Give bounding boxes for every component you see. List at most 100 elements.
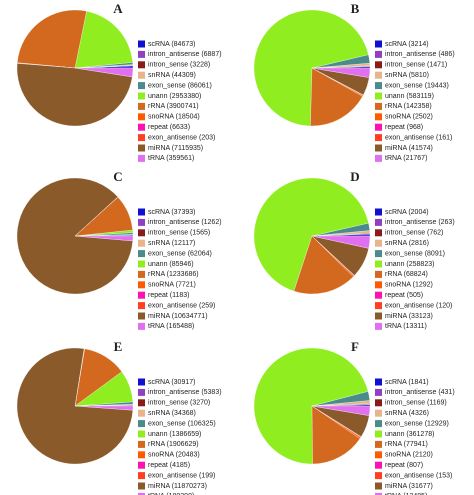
legend-swatch [138, 71, 145, 79]
pie-slice [311, 235, 371, 249]
legend-swatch [138, 461, 145, 469]
legend-swatch [375, 302, 382, 310]
legend-swatch [375, 440, 382, 448]
legend-label: tRNA (21767) [385, 155, 427, 162]
legend-label: unann (583119) [385, 93, 434, 100]
legend-swatch [375, 40, 382, 48]
legend-swatch [375, 260, 382, 268]
legend-label: rRNA (3900741) [148, 103, 199, 110]
legend-label: unann (258823) [385, 261, 434, 268]
legend-swatch [375, 102, 382, 110]
pie-slice [310, 67, 363, 127]
legend-label: snoRNA (20483) [148, 452, 200, 459]
legend-label: miRNA (31677) [385, 483, 433, 490]
legend-swatch [138, 113, 145, 121]
pie-slice [253, 177, 369, 292]
legend-swatch [375, 291, 382, 299]
legend-swatch [138, 50, 145, 58]
legend-label: exon_antisense (120) [385, 302, 452, 309]
legend-label: repeat (4185) [148, 462, 190, 469]
legend-label: snoRNA (7721) [148, 282, 196, 289]
legend-swatch [375, 123, 382, 131]
pie-slice [74, 67, 134, 78]
pie-slice [253, 9, 369, 127]
legend-label: scRNA (84673) [148, 41, 195, 48]
legend-label: exon_sense (8091) [385, 250, 445, 257]
legend-label: snoRNA (18504) [148, 114, 200, 121]
legend-label: tRNA (13485) [385, 493, 427, 495]
panel-label: D [350, 169, 359, 184]
pie-slice [311, 67, 371, 78]
legend-swatch [375, 208, 382, 216]
legend-swatch [138, 144, 145, 152]
panel-label: B [351, 1, 360, 16]
legend-swatch [375, 239, 382, 247]
legend-label: intron_sense (3270) [148, 400, 210, 407]
legend-swatch [375, 461, 382, 469]
pie-slice [16, 177, 133, 295]
legend-label: snoRNA (2120) [385, 452, 433, 459]
legend-swatch [138, 291, 145, 299]
legend-swatch [138, 102, 145, 110]
legend-swatch [375, 113, 382, 121]
pie-slice [17, 9, 87, 69]
legend-label: unann (1386659) [148, 431, 201, 438]
legend-swatch [138, 229, 145, 237]
legend-label: miRNA (33123) [385, 313, 433, 320]
legend-label: exon_antisense (259) [148, 302, 215, 309]
legend-label: exon_sense (86061) [148, 82, 212, 89]
legend-label: intron_antisense (263) [385, 219, 455, 226]
legend-label: repeat (807) [385, 462, 423, 469]
legend-swatch [138, 322, 145, 330]
panel-label: E [114, 339, 123, 354]
legend-label: repeat (968) [385, 124, 423, 131]
legend-swatch [375, 420, 382, 428]
legend-label: intron_antisense (5383) [148, 389, 222, 396]
legend-label: exon_sense (62064) [148, 250, 212, 257]
legend-label: snRNA (2816) [385, 240, 429, 247]
legend-label: repeat (6633) [148, 124, 190, 131]
legend-label: tRNA (359561) [148, 155, 194, 162]
legend-swatch [375, 270, 382, 278]
legend-label: rRNA (68824) [385, 271, 428, 278]
pie-slice [253, 347, 369, 465]
legend-swatch [375, 388, 382, 396]
legend-swatch [138, 123, 145, 131]
legend-label: repeat (1183) [148, 292, 190, 299]
legend-label: exon_sense (12929) [385, 420, 449, 427]
legend-label: exon_sense (19443) [385, 82, 449, 89]
legend-label: snoRNA (1292) [385, 282, 433, 289]
legend-label: exon_antisense (203) [148, 134, 215, 141]
legend-swatch [138, 134, 145, 142]
legend-label: intron_sense (1471) [385, 62, 447, 69]
legend-swatch [375, 82, 382, 90]
legend-swatch [138, 82, 145, 90]
legend-swatch [375, 281, 382, 289]
legend-swatch [138, 409, 145, 417]
legend-label: miRNA (7115935) [148, 145, 203, 152]
legend-label: rRNA (1906629) [148, 441, 199, 448]
pie-slice [16, 63, 133, 127]
legend-swatch [375, 430, 382, 438]
legend-label: snRNA (34368) [148, 410, 196, 417]
legend-swatch [138, 420, 145, 428]
pie-slice [16, 347, 134, 465]
legend-label: intron_antisense (431) [385, 389, 455, 396]
legend-swatch [138, 302, 145, 310]
pie-slice [293, 235, 354, 295]
legend-label: scRNA (1841) [385, 379, 429, 386]
legend-label: exon_antisense (199) [148, 472, 215, 479]
legend-swatch [375, 451, 382, 459]
legend-swatch [375, 312, 382, 320]
legend-label: snRNA (44309) [148, 72, 196, 79]
legend-label: intron_sense (3228) [148, 62, 210, 69]
legend-label: intron_antisense (6887) [148, 51, 222, 58]
legend-swatch [138, 451, 145, 459]
panel-label: A [113, 1, 123, 16]
legend-label: unann (85946) [148, 261, 194, 268]
legend-label: miRNA (11870273) [148, 483, 207, 490]
pie-slice [74, 10, 133, 69]
legend-swatch [138, 270, 145, 278]
legend-swatch [375, 409, 382, 417]
